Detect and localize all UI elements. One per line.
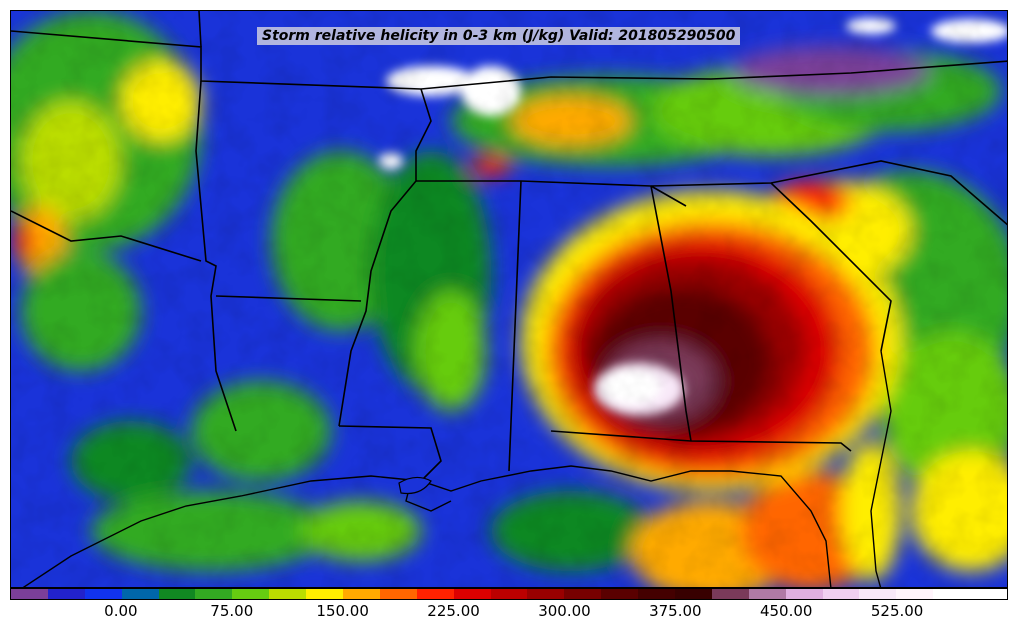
colorbar-segment xyxy=(638,589,676,599)
colorbar-segment xyxy=(232,589,270,599)
colorbar-ticks: 0.00 75.00 150.00 225.00 300.00 375.00 450.00 5… xyxy=(10,602,1008,626)
colorbar xyxy=(10,588,1008,600)
colorbar-tick-label: 525.00 xyxy=(870,602,924,620)
colorbar-segment xyxy=(306,589,344,599)
colorbar-segment xyxy=(675,589,712,599)
colorbar-segment xyxy=(195,589,233,599)
colorbar-segment xyxy=(896,589,934,599)
colorbar-segment xyxy=(490,589,528,599)
colorbar-segment xyxy=(158,589,196,599)
colorbar-tick-label: 150.00 xyxy=(316,602,369,620)
colorbar-segment xyxy=(933,589,971,599)
colorbar-segment xyxy=(453,589,491,599)
colorbar-segment xyxy=(822,589,860,599)
colorbar-segment xyxy=(343,589,380,599)
colorbar-tick-label: 300.00 xyxy=(538,602,591,620)
colorbar-tick-label: 75.00 xyxy=(210,602,254,620)
colorbar-segment xyxy=(269,589,307,599)
colorbar-segment xyxy=(785,589,823,599)
map-title: Storm relative helicity in 0-3 km (J/kg)… xyxy=(257,27,741,45)
colorbar-segment xyxy=(859,589,897,599)
state-boundaries xyxy=(11,11,1007,482)
helicity-map: Storm relative helicity in 0-3 km (J/kg)… xyxy=(10,10,1008,588)
colorbar-segment xyxy=(121,589,159,599)
colorbar-tick-label: 375.00 xyxy=(649,602,702,620)
colorbar-segment xyxy=(11,589,48,599)
colorbar-segment xyxy=(416,589,454,599)
colorbar-tick-label: 0.00 xyxy=(104,602,138,620)
lake-pontchartrain xyxy=(398,476,432,495)
colorbar-segment xyxy=(47,589,85,599)
colorbar-tick-label: 450.00 xyxy=(759,602,813,620)
colorbar-segment xyxy=(527,589,565,599)
colorbar-segment xyxy=(970,589,1008,599)
colorbar-segment xyxy=(379,589,417,599)
colorbar-tick-label: 225.00 xyxy=(427,602,480,620)
colorbar-segment xyxy=(564,589,602,599)
colorbar-segment xyxy=(601,589,639,599)
colorbar-segment xyxy=(84,589,122,599)
colorbar-segment xyxy=(748,589,786,599)
map-canvas xyxy=(11,11,1007,587)
colorbar-segment xyxy=(711,589,749,599)
